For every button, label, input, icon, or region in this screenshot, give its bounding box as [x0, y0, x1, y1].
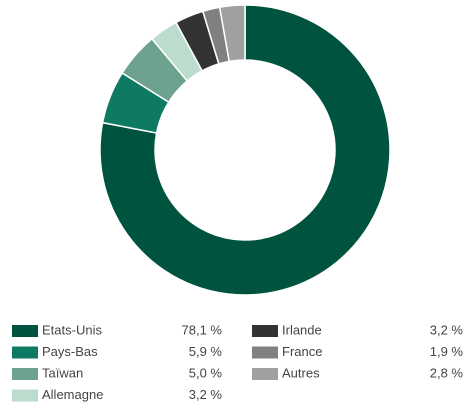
legend-value: 5,0 %	[189, 365, 223, 380]
legend-swatch	[252, 346, 278, 359]
legend-swatch	[252, 368, 278, 380]
donut-slice	[218, 4, 246, 63]
legend-label: Irlande	[282, 322, 322, 337]
legend-swatch	[252, 325, 278, 337]
legend-value: 2,8 %	[430, 365, 464, 380]
legend-value: 78,1 %	[182, 322, 223, 337]
legend-value: 5,9 %	[189, 344, 223, 359]
legend-label: Etats-Unis	[42, 322, 102, 337]
legend-label: Allemagne	[42, 387, 103, 402]
legend-label: Pays-Bas	[42, 344, 98, 359]
legend-swatch	[12, 346, 38, 359]
legend-value: 1,9 %	[430, 344, 464, 359]
legend-label: France	[282, 344, 322, 359]
legend-swatch	[12, 368, 38, 380]
legend-value: 3,2 %	[430, 322, 464, 337]
legend-swatch	[12, 325, 38, 337]
legend-label: Autres	[282, 365, 320, 380]
donut-slice	[99, 4, 391, 296]
legend-value: 3,2 %	[189, 387, 223, 402]
legend-label: Taïwan	[42, 365, 83, 380]
legend-swatch	[12, 389, 38, 402]
